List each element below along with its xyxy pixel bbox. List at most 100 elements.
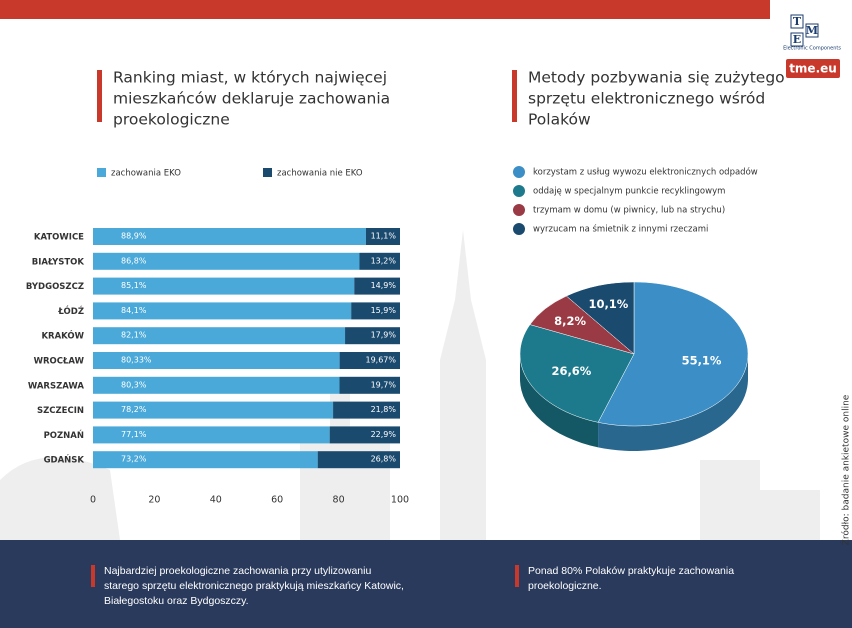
chart-title: Polaków [528,111,591,129]
category-label: BYDGOSZCZ [26,282,84,292]
bar-segment [93,401,334,419]
pie-slice [519,324,635,423]
logo-box [790,14,804,29]
logo-letter: T [793,15,802,28]
value-label: 82,1% [121,331,147,340]
value-label: 22,9% [371,430,397,439]
value-label: 10,1% [588,297,628,311]
value-label: 13,2% [371,256,397,265]
bar-segment [93,277,355,295]
value-label: 26,6% [551,364,591,378]
logo-box [805,23,819,38]
bar-segment [365,228,400,245]
value-label: 19,67% [365,356,396,365]
title-marker [97,70,102,122]
value-label: 84,1% [121,306,147,315]
footer-note: starego sprzętu elektronicznego praktyku… [104,580,404,592]
note-marker [515,565,519,587]
value-label: 80,3% [121,380,147,389]
value-label: 73,2% [121,455,147,464]
chart-title: Ranking miast, w których najwięcej [113,69,387,87]
bar-segment [317,451,400,469]
chart-title: proekologiczne [113,111,230,129]
bar-segment [329,426,400,444]
category-label: POZNAŃ [44,429,84,441]
legend-label: oddaję w specjalnym punkcie recyklingowy… [533,187,725,197]
value-label: 86,8% [121,256,147,265]
legend-swatch [513,204,525,216]
logo-letter: M [806,24,818,37]
value-label: 19,7% [371,380,397,389]
bar-segment [339,376,400,394]
footer-note: Najbardziej proekologiczne zachowania pr… [104,565,371,577]
footer-note: Ponad 80% Polaków praktykuje zachowania [528,565,734,577]
value-label: 21,8% [371,405,397,414]
bar-segment [354,277,400,295]
footer-note: Białegostoku oraz Bydgoszczy. [104,595,249,607]
value-label: 77,1% [121,430,147,439]
bar-segment [93,327,346,345]
category-label: GDAŃSK [44,454,85,466]
logo-letter: E [793,33,801,46]
logo-caption: Electronic Components [783,46,841,52]
value-label: 78,2% [121,405,147,414]
legend-swatch [513,166,525,178]
value-label: 11,1% [371,232,397,241]
legend-swatch [513,185,525,197]
legend-swatch [263,168,272,177]
category-label: KRAKÓW [41,330,84,342]
top-band [0,0,770,19]
source: Źródło: badanie ankietowe online [840,394,852,545]
bar-segment [93,228,366,245]
chart-title: mieszkańców deklaruje zachowania [113,90,390,108]
x-tick-label: 0 [90,495,96,506]
bar-segment [93,352,340,369]
value-label: 80,33% [121,356,152,365]
bar-segment [93,451,318,469]
x-tick-label: 40 [210,495,222,506]
skyline [0,230,820,540]
footer-note: proekologiczne. [528,580,602,592]
footer-band [0,540,852,628]
bar-segment [345,327,400,345]
x-tick-label: 100 [391,495,409,506]
legend-label: wyrzucam na śmietnik z innymi rzeczami [533,224,708,235]
legend-label: zachowania nie EKO [277,169,363,179]
category-label: KATOWICE [34,233,84,243]
legend-label: korzystam z usług wywozu elektronicznych… [533,167,758,178]
pie-slice [597,281,749,427]
value-label: 88,9% [121,232,147,241]
url: tme.eu [789,62,837,76]
chart-title: Metody pozbywania się zużytego [528,69,785,87]
bar-segment [93,376,340,394]
bar-segment [93,302,352,320]
pie-side [520,354,599,448]
category-label: ŁÓDŹ [57,305,84,317]
logo-box [790,32,804,47]
title-marker [512,70,517,122]
bar-segment [339,352,400,369]
pie-side [598,354,748,451]
category-label: WROCŁAW [34,357,85,367]
pie-slice [565,281,635,355]
x-tick-label: 20 [148,495,160,506]
bar-segment [93,426,330,444]
legend-label: trzymam w domu (w piwnicy, lub na strych… [533,206,725,216]
value-label: 55,1% [682,353,722,367]
bar-segment [93,252,360,270]
bar-segment [351,302,400,320]
legend-swatch [513,223,525,235]
legend-swatch [97,168,106,177]
category-label: WARSZAWA [28,381,85,391]
bar-segment [359,252,400,270]
url-badge [786,59,840,78]
bar-segment [333,401,400,419]
value-label: 15,9% [371,306,397,315]
legend-label: zachowania EKO [111,169,181,179]
value-label: 17,9% [371,331,397,340]
value-label: 85,1% [121,281,147,290]
value-label: 26,8% [371,455,397,464]
value-label: 8,2% [554,314,586,328]
category-label: BIAŁYSTOK [32,257,85,267]
